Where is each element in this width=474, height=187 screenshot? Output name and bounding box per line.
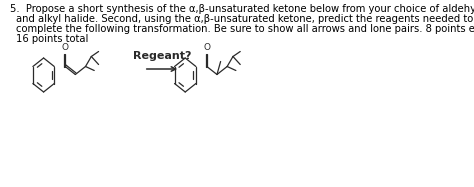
Text: 5.  Propose a short synthesis of the α,β-unsaturated ketone below from your choi: 5. Propose a short synthesis of the α,β-… (10, 4, 474, 14)
Text: and alkyl halide. Second, using the α,β-unsaturated ketone, predict the reagents: and alkyl halide. Second, using the α,β-… (16, 14, 473, 24)
Text: 16 points total: 16 points total (16, 34, 88, 44)
Text: Regeant?: Regeant? (133, 51, 191, 61)
Text: O: O (62, 42, 69, 51)
Text: O: O (203, 42, 210, 51)
Text: complete the following transformation. Be sure to show all arrows and lone pairs: complete the following transformation. B… (16, 24, 474, 34)
